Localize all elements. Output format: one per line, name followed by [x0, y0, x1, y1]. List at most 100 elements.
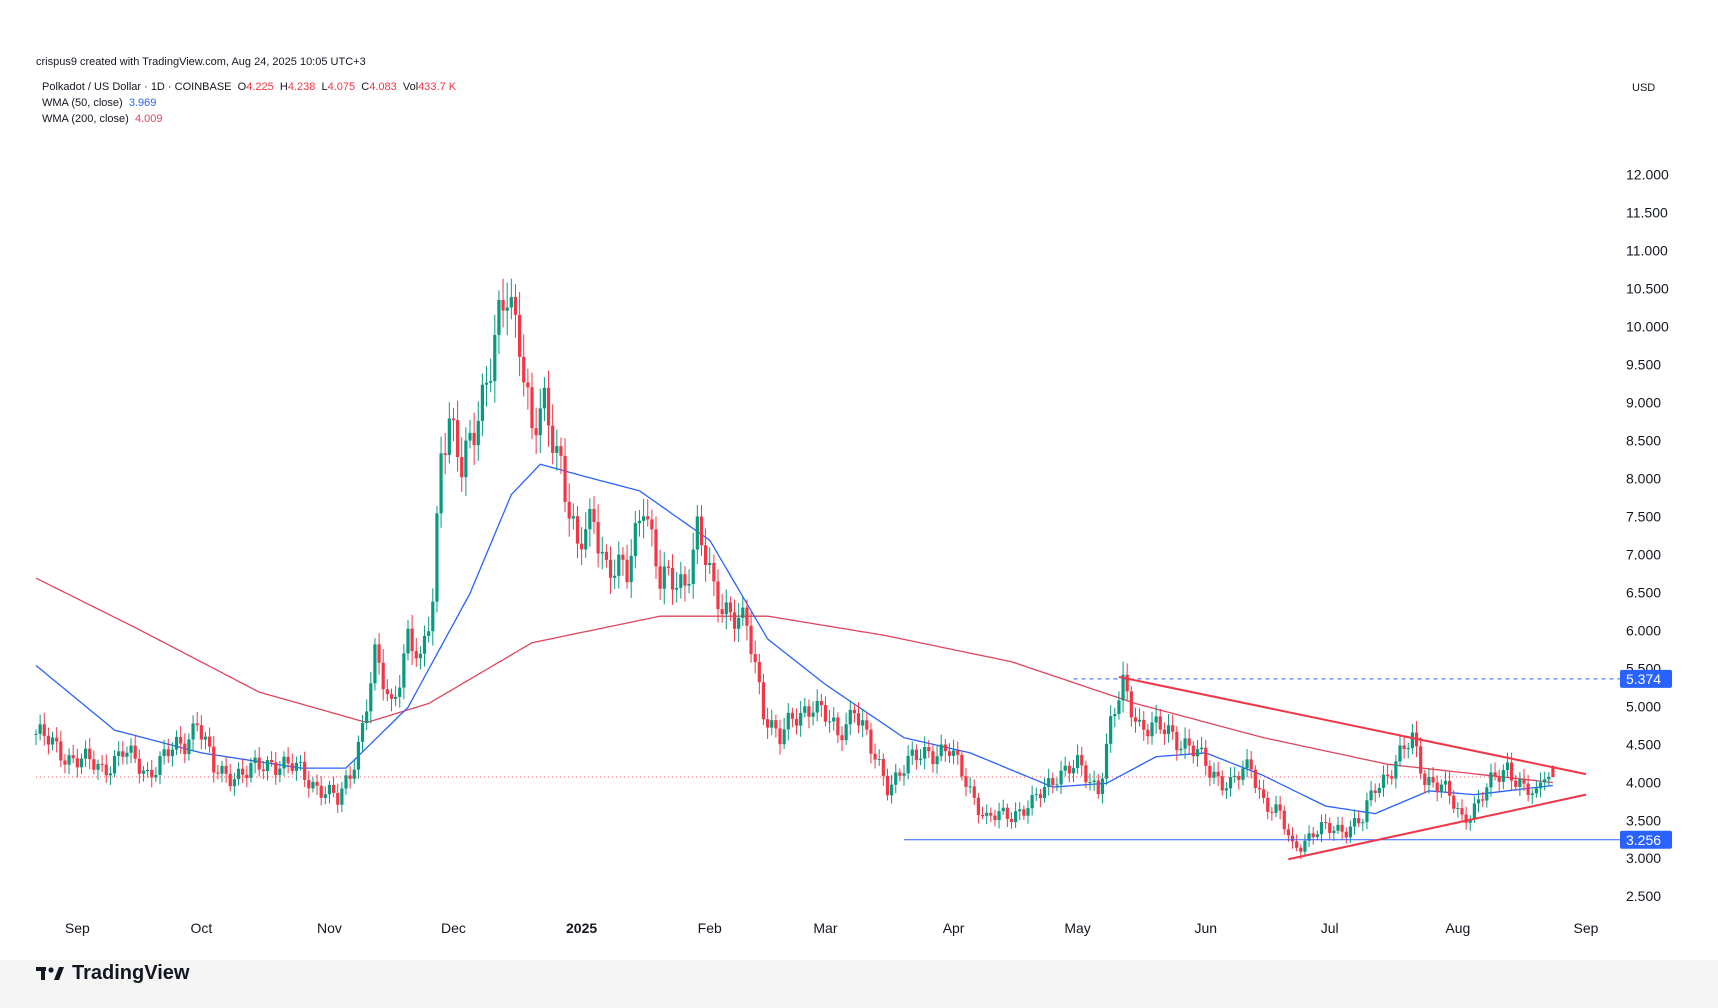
- candle-body: [947, 751, 952, 756]
- candle-body: [943, 744, 947, 752]
- candle-body: [96, 763, 100, 770]
- candle-body: [1435, 782, 1439, 792]
- candle-body: [307, 779, 311, 789]
- candle-body: [1352, 818, 1357, 827]
- candle-body: [633, 523, 637, 556]
- tradingview-logo: TradingView: [36, 962, 189, 985]
- candle-body: [1216, 771, 1220, 777]
- candle-body: [261, 769, 265, 772]
- candle-body: [1253, 769, 1257, 788]
- candle-body: [666, 566, 670, 568]
- candle-body: [1171, 725, 1175, 732]
- candle-body: [332, 784, 336, 793]
- candle-body: [212, 746, 216, 773]
- candle-body: [1538, 782, 1543, 789]
- candle-body: [1084, 765, 1088, 783]
- candle-body: [1224, 788, 1228, 791]
- candle-body: [195, 723, 199, 726]
- vol-label: Vol: [402, 81, 419, 93]
- candle-body: [1460, 808, 1464, 815]
- high-label: H: [279, 81, 288, 93]
- candle-body: [418, 653, 422, 659]
- candle-body: [1200, 747, 1204, 750]
- candle-body: [1551, 766, 1555, 777]
- candle-body: [600, 551, 604, 554]
- candle-body: [848, 709, 852, 725]
- candle-body: [1212, 771, 1216, 778]
- candle-body: [451, 418, 456, 421]
- y-tick-label: 12.000: [1626, 167, 1669, 183]
- candle-body: [476, 420, 480, 446]
- candle-body: [121, 751, 125, 757]
- candle-body: [604, 551, 608, 560]
- candle-body: [1319, 822, 1324, 835]
- candle-body: [253, 757, 257, 764]
- candle-body: [1142, 719, 1146, 730]
- candle-body: [112, 755, 117, 774]
- candle-body: [976, 797, 980, 815]
- low-value: 4.075: [327, 81, 356, 93]
- candle-body: [708, 562, 712, 565]
- wma50-legend: WMA (50, close) 3.969: [42, 97, 156, 109]
- candle-body: [1522, 778, 1526, 784]
- candle-body: [1076, 755, 1080, 769]
- candle-body: [956, 750, 960, 755]
- candle-body: [704, 545, 708, 565]
- candle-body: [360, 722, 365, 742]
- candle-body: [228, 773, 232, 787]
- candle-body: [877, 758, 881, 760]
- candle-body: [460, 457, 464, 478]
- candle-body: [675, 587, 679, 590]
- wma50-line: [35, 463, 1553, 815]
- candle-body: [509, 297, 513, 308]
- wma200-label: WMA (200, close): [42, 113, 129, 125]
- candle-body: [1381, 774, 1386, 788]
- candle-body: [191, 723, 195, 740]
- candle-body: [1340, 824, 1344, 832]
- candle-body: [327, 784, 332, 795]
- candle-body: [1452, 795, 1456, 809]
- candle-body: [786, 712, 790, 730]
- candle-body: [158, 755, 162, 775]
- candle-body: [546, 387, 551, 426]
- candle-body: [993, 815, 997, 821]
- candle-body: [1067, 765, 1071, 774]
- candle-body: [50, 737, 55, 745]
- candle-body: [394, 696, 398, 699]
- candle-body: [931, 751, 935, 765]
- candle-body: [778, 728, 782, 745]
- candle-body: [203, 736, 208, 740]
- support-level-badge-bg: [1620, 830, 1672, 849]
- candle-body: [303, 761, 307, 780]
- candle-body: [1505, 762, 1510, 771]
- candle-body: [885, 775, 890, 796]
- candle-body: [790, 712, 794, 719]
- candle-body: [836, 717, 840, 736]
- x-tick-label: Oct: [190, 920, 212, 936]
- candle-body: [1042, 786, 1047, 799]
- candle-body: [828, 721, 832, 723]
- candle-body: [133, 745, 137, 759]
- candle-body: [137, 758, 141, 774]
- candle-body: [1328, 822, 1332, 833]
- candle-body: [555, 446, 559, 453]
- candle-body: [55, 737, 59, 742]
- candle-body: [398, 687, 402, 697]
- candle-body: [1336, 824, 1340, 831]
- candle-body: [464, 440, 468, 478]
- dashed-level-badge-bg: [1620, 669, 1672, 688]
- candle-body: [658, 566, 662, 589]
- resistance-trendline: [1118, 675, 1587, 776]
- candle-body: [369, 683, 373, 712]
- candle-body: [1427, 776, 1431, 786]
- y-tick-label: 6.500: [1626, 584, 1661, 600]
- candle-body: [108, 773, 112, 776]
- wma200-value: 4.009: [134, 113, 163, 125]
- footer-bar: [0, 960, 1718, 1008]
- candle-body: [117, 751, 121, 756]
- candle-body: [315, 781, 319, 786]
- candle-body: [749, 625, 753, 655]
- candle-body: [377, 644, 381, 663]
- candle-body: [980, 814, 985, 816]
- candle-body: [910, 749, 914, 756]
